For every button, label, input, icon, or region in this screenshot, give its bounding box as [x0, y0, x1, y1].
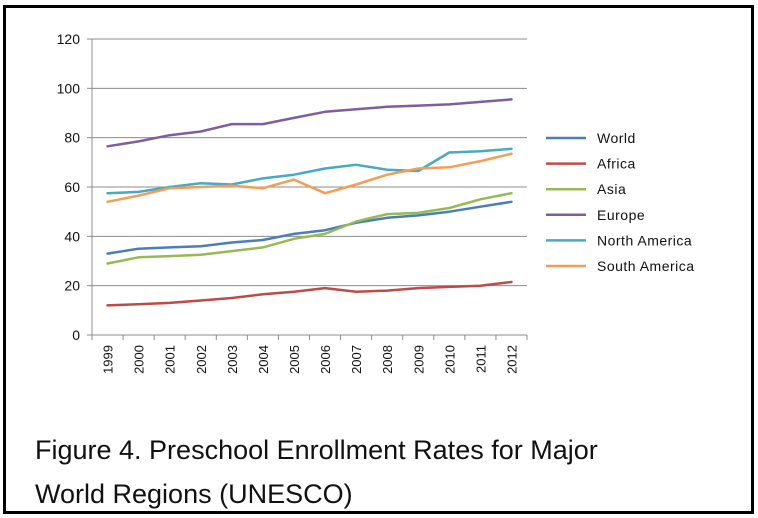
series-lines: [106, 98, 513, 307]
x-tick-label-2007: 2007: [349, 345, 364, 374]
x-tick-label-2010: 2010: [442, 345, 457, 374]
x-tick-label-2005: 2005: [287, 345, 302, 374]
y-tick-label-120: 120: [57, 31, 81, 47]
legend-label-south-america: South America: [597, 258, 695, 274]
x-tick-label-2004: 2004: [256, 345, 271, 374]
legend-label-asia: Asia: [597, 181, 626, 197]
legend-label-world: World: [597, 130, 636, 146]
series-line-asia: [106, 191, 513, 265]
series-line-europe: [106, 98, 513, 148]
y-tick-label-60: 60: [64, 179, 80, 195]
x-axis-ticks: 1999 2000 2001 2002 2003 2004 2005 2006 2007 2008…: [91, 335, 528, 374]
x-tick-label-2011: 2011: [473, 345, 488, 373]
series-line-world: [106, 200, 513, 255]
y-tick-label-0: 0: [72, 327, 80, 343]
x-tick-label-2001: 2001: [163, 345, 178, 374]
x-tick-label-2003: 2003: [225, 345, 240, 374]
x-tick-label-2008: 2008: [380, 345, 395, 374]
y-tick-label-100: 100: [57, 80, 81, 96]
y-axis-ticks: 0 20 40 60 80 100 120: [57, 31, 92, 343]
line-chart: 0 20 40 60 80 100 120 1999 2000 2001 2002 2003 2004…: [57, 31, 695, 374]
y-tick-label-20: 20: [64, 278, 80, 294]
legend-label-north-america: North America: [597, 232, 692, 248]
figure-caption-line-2: World Regions (UNESCO): [35, 479, 353, 509]
x-tick-label-2000: 2000: [132, 345, 147, 374]
x-tick-label-1999: 1999: [101, 345, 116, 374]
x-tick-label-2009: 2009: [411, 345, 426, 374]
y-tick-label-80: 80: [64, 130, 80, 146]
legend: World Africa Asia Europe North America South …: [546, 130, 695, 274]
series-line-africa: [106, 280, 513, 307]
legend-label-africa: Africa: [597, 156, 636, 172]
x-tick-label-2012: 2012: [504, 345, 519, 374]
legend-label-europe: Europe: [597, 207, 645, 223]
x-tick-label-2006: 2006: [318, 345, 333, 374]
series-line-south-america: [106, 152, 513, 204]
figure-caption-line-1: Figure 4. Preschool Enrollment Rates for…: [35, 435, 598, 465]
y-tick-label-40: 40: [64, 228, 80, 244]
series-line-north-america: [106, 147, 513, 195]
x-tick-label-2002: 2002: [194, 345, 209, 374]
figure-frame: 0 20 40 60 80 100 120 1999 2000 2001 2002 2003 2004…: [3, 5, 754, 514]
